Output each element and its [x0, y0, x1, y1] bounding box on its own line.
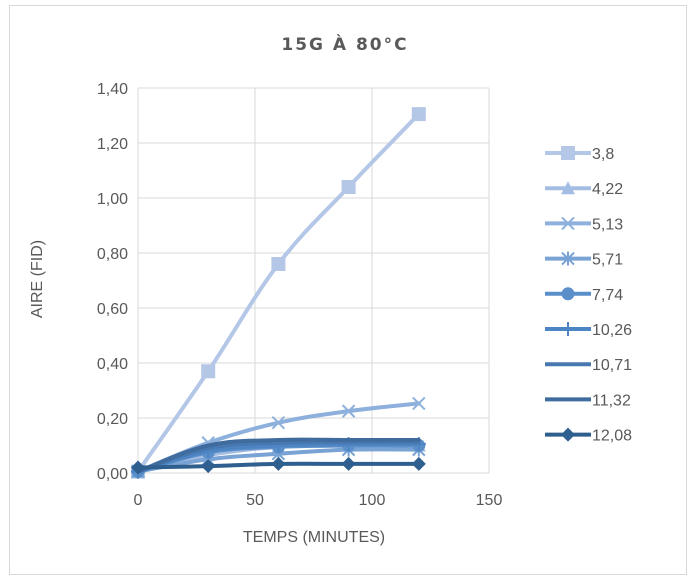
- data-point: [341, 180, 356, 194]
- legend: 3,8 4,22 5,13 5,71 7,74 10,26 10,71 11,32 12,08: [545, 146, 632, 445]
- y-tick-label: 1,40: [97, 81, 128, 98]
- y-tick-label: 0,60: [97, 301, 128, 318]
- legend-marker: [561, 427, 575, 442]
- y-tick-label: 1,20: [97, 136, 128, 153]
- x-tick-label: 100: [359, 492, 386, 509]
- series-group: [131, 107, 426, 479]
- data-point: [341, 404, 356, 418]
- legend-marker: [561, 181, 575, 195]
- legend-label: 3,8: [592, 146, 614, 163]
- legend-label: 7,74: [592, 287, 623, 304]
- x-tick-label: 0: [134, 492, 143, 509]
- chart-title: 15G À 80°C: [281, 33, 408, 55]
- data-point: [411, 456, 426, 471]
- data-point: [201, 364, 216, 379]
- legend-item: 12,08: [545, 427, 632, 445]
- data-point: [412, 396, 426, 411]
- y-tick-labels: 0,00 0,20 0,40 0,60 0,80 1,00 1,20 1,40: [97, 81, 128, 483]
- legend-item: 3,8: [545, 146, 614, 163]
- y-tick-label: 0,40: [97, 356, 128, 373]
- series-line: [136, 437, 421, 474]
- data-point: [271, 415, 286, 430]
- legend-label: 10,26: [592, 322, 632, 339]
- chart-frame: [9, 5, 687, 575]
- y-tick-label: 1,00: [97, 191, 128, 208]
- chart-grid: [137, 87, 490, 474]
- series-9: [131, 456, 426, 475]
- legend-marker: [561, 287, 575, 301]
- x-tick-label: 150: [476, 492, 503, 509]
- legend-label: 10,71: [592, 357, 632, 374]
- legend-item: 4,22: [545, 181, 623, 198]
- y-tick-label: 0,80: [97, 246, 128, 263]
- legend-item: 10,26: [545, 322, 632, 339]
- legend-item: 5,71: [545, 251, 623, 269]
- y-axis-label: AIRE (FID): [29, 240, 46, 318]
- x-axis-label: TEMPS (MINUTES): [243, 529, 385, 546]
- data-point: [131, 460, 145, 475]
- legend-marker: [561, 216, 575, 231]
- legend-marker: [561, 322, 575, 336]
- legend-marker: [561, 251, 575, 266]
- data-point: [341, 456, 356, 471]
- data-point: [201, 459, 216, 474]
- legend-label: 4,22: [592, 181, 623, 198]
- x-tick-labels: 0 50 100 150: [134, 492, 503, 509]
- legend-item: 5,13: [545, 216, 623, 233]
- y-tick-label: 0,00: [97, 466, 128, 483]
- data-point: [271, 257, 286, 271]
- legend-marker: [561, 146, 575, 160]
- legend-label: 5,13: [592, 216, 623, 233]
- data-point: [271, 456, 286, 471]
- legend-item: 11,32: [545, 392, 631, 409]
- series-8: [136, 437, 421, 474]
- data-point: [411, 107, 426, 122]
- legend-item: 10,71: [545, 357, 632, 374]
- legend-label: 5,71: [592, 252, 623, 269]
- x-tick-label: 50: [246, 492, 264, 509]
- legend-item: 7,74: [545, 287, 623, 304]
- y-tick-label: 0,20: [97, 411, 128, 428]
- legend-label: 12,08: [592, 428, 632, 445]
- legend-label: 11,32: [592, 392, 631, 409]
